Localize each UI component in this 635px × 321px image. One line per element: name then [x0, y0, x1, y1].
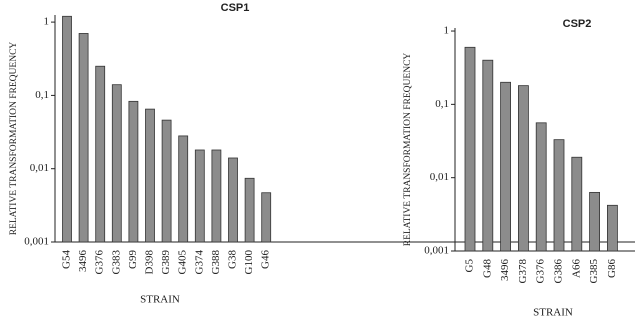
- bar: [464, 46, 476, 252]
- bar: [607, 204, 618, 252]
- bar: [62, 15, 72, 243]
- bar: [95, 65, 106, 243]
- x-tick-label: D398: [144, 250, 156, 275]
- x-tick-label: G405: [177, 250, 189, 275]
- x-tick-label: G5: [464, 259, 476, 273]
- x-tick-label: A66: [570, 259, 582, 278]
- bar: [261, 192, 272, 243]
- x-tick-label: G100: [243, 250, 255, 275]
- bar: [571, 156, 583, 252]
- x-tick-label: G386: [553, 259, 565, 284]
- x-tick-label: G385: [588, 259, 600, 284]
- bar: [111, 84, 122, 243]
- x-tick-label: G378: [517, 259, 529, 284]
- x-tick-label: G376: [94, 250, 106, 275]
- bar: [535, 122, 547, 252]
- bar: [228, 157, 238, 243]
- bar: [482, 59, 494, 252]
- bar: [244, 177, 255, 243]
- bar: [78, 33, 89, 243]
- x-tick-label: G99: [127, 250, 139, 269]
- x-tick-label: G389: [160, 250, 172, 275]
- chart-title: CSP1: [221, 2, 250, 14]
- x-tick-label: G388: [210, 250, 222, 275]
- x-tick-label: G48: [481, 259, 493, 278]
- bar: [518, 85, 529, 252]
- x-tick-label: 3496: [499, 258, 511, 281]
- y-tick-label: 0,001: [424, 245, 449, 257]
- y-tick-label: 0,001: [24, 236, 49, 248]
- x-axis-label: STRAIN: [533, 307, 573, 319]
- y-tick-label: 0,01: [430, 171, 449, 183]
- x-tick-label: 3496: [77, 250, 89, 273]
- x-tick-label: G38: [227, 250, 239, 269]
- bar: [500, 81, 512, 252]
- chart-title: CSP2: [563, 18, 592, 30]
- x-tick-label: G376: [535, 259, 547, 284]
- bar: [128, 100, 139, 243]
- bar: [194, 149, 205, 243]
- y-tick-label: 0,1: [435, 98, 449, 110]
- bar: [211, 149, 222, 243]
- bar: [161, 119, 172, 243]
- bar: [553, 139, 565, 252]
- x-axis-label: STRAIN: [140, 294, 180, 306]
- x-tick-label: G374: [193, 250, 205, 275]
- x-tick-label: G54: [61, 250, 73, 269]
- y-tick-label: 1: [44, 16, 50, 28]
- y-axis-label: RELATIVE TRANSFORMATION FREQUENCY: [9, 42, 19, 236]
- bar: [145, 108, 155, 243]
- y-tick-label: 0,1: [35, 89, 49, 101]
- y-tick-label: 0,01: [30, 162, 49, 174]
- bar: [589, 191, 600, 252]
- x-tick-label: G383: [110, 250, 122, 275]
- y-tick-label: 1: [444, 25, 450, 37]
- y-axis-label: RELATIVE TRANSFORMATION FREQUENCY: [403, 53, 413, 247]
- x-tick-label: G46: [260, 250, 272, 269]
- x-tick-label: G86: [606, 259, 618, 278]
- bar: [178, 135, 189, 243]
